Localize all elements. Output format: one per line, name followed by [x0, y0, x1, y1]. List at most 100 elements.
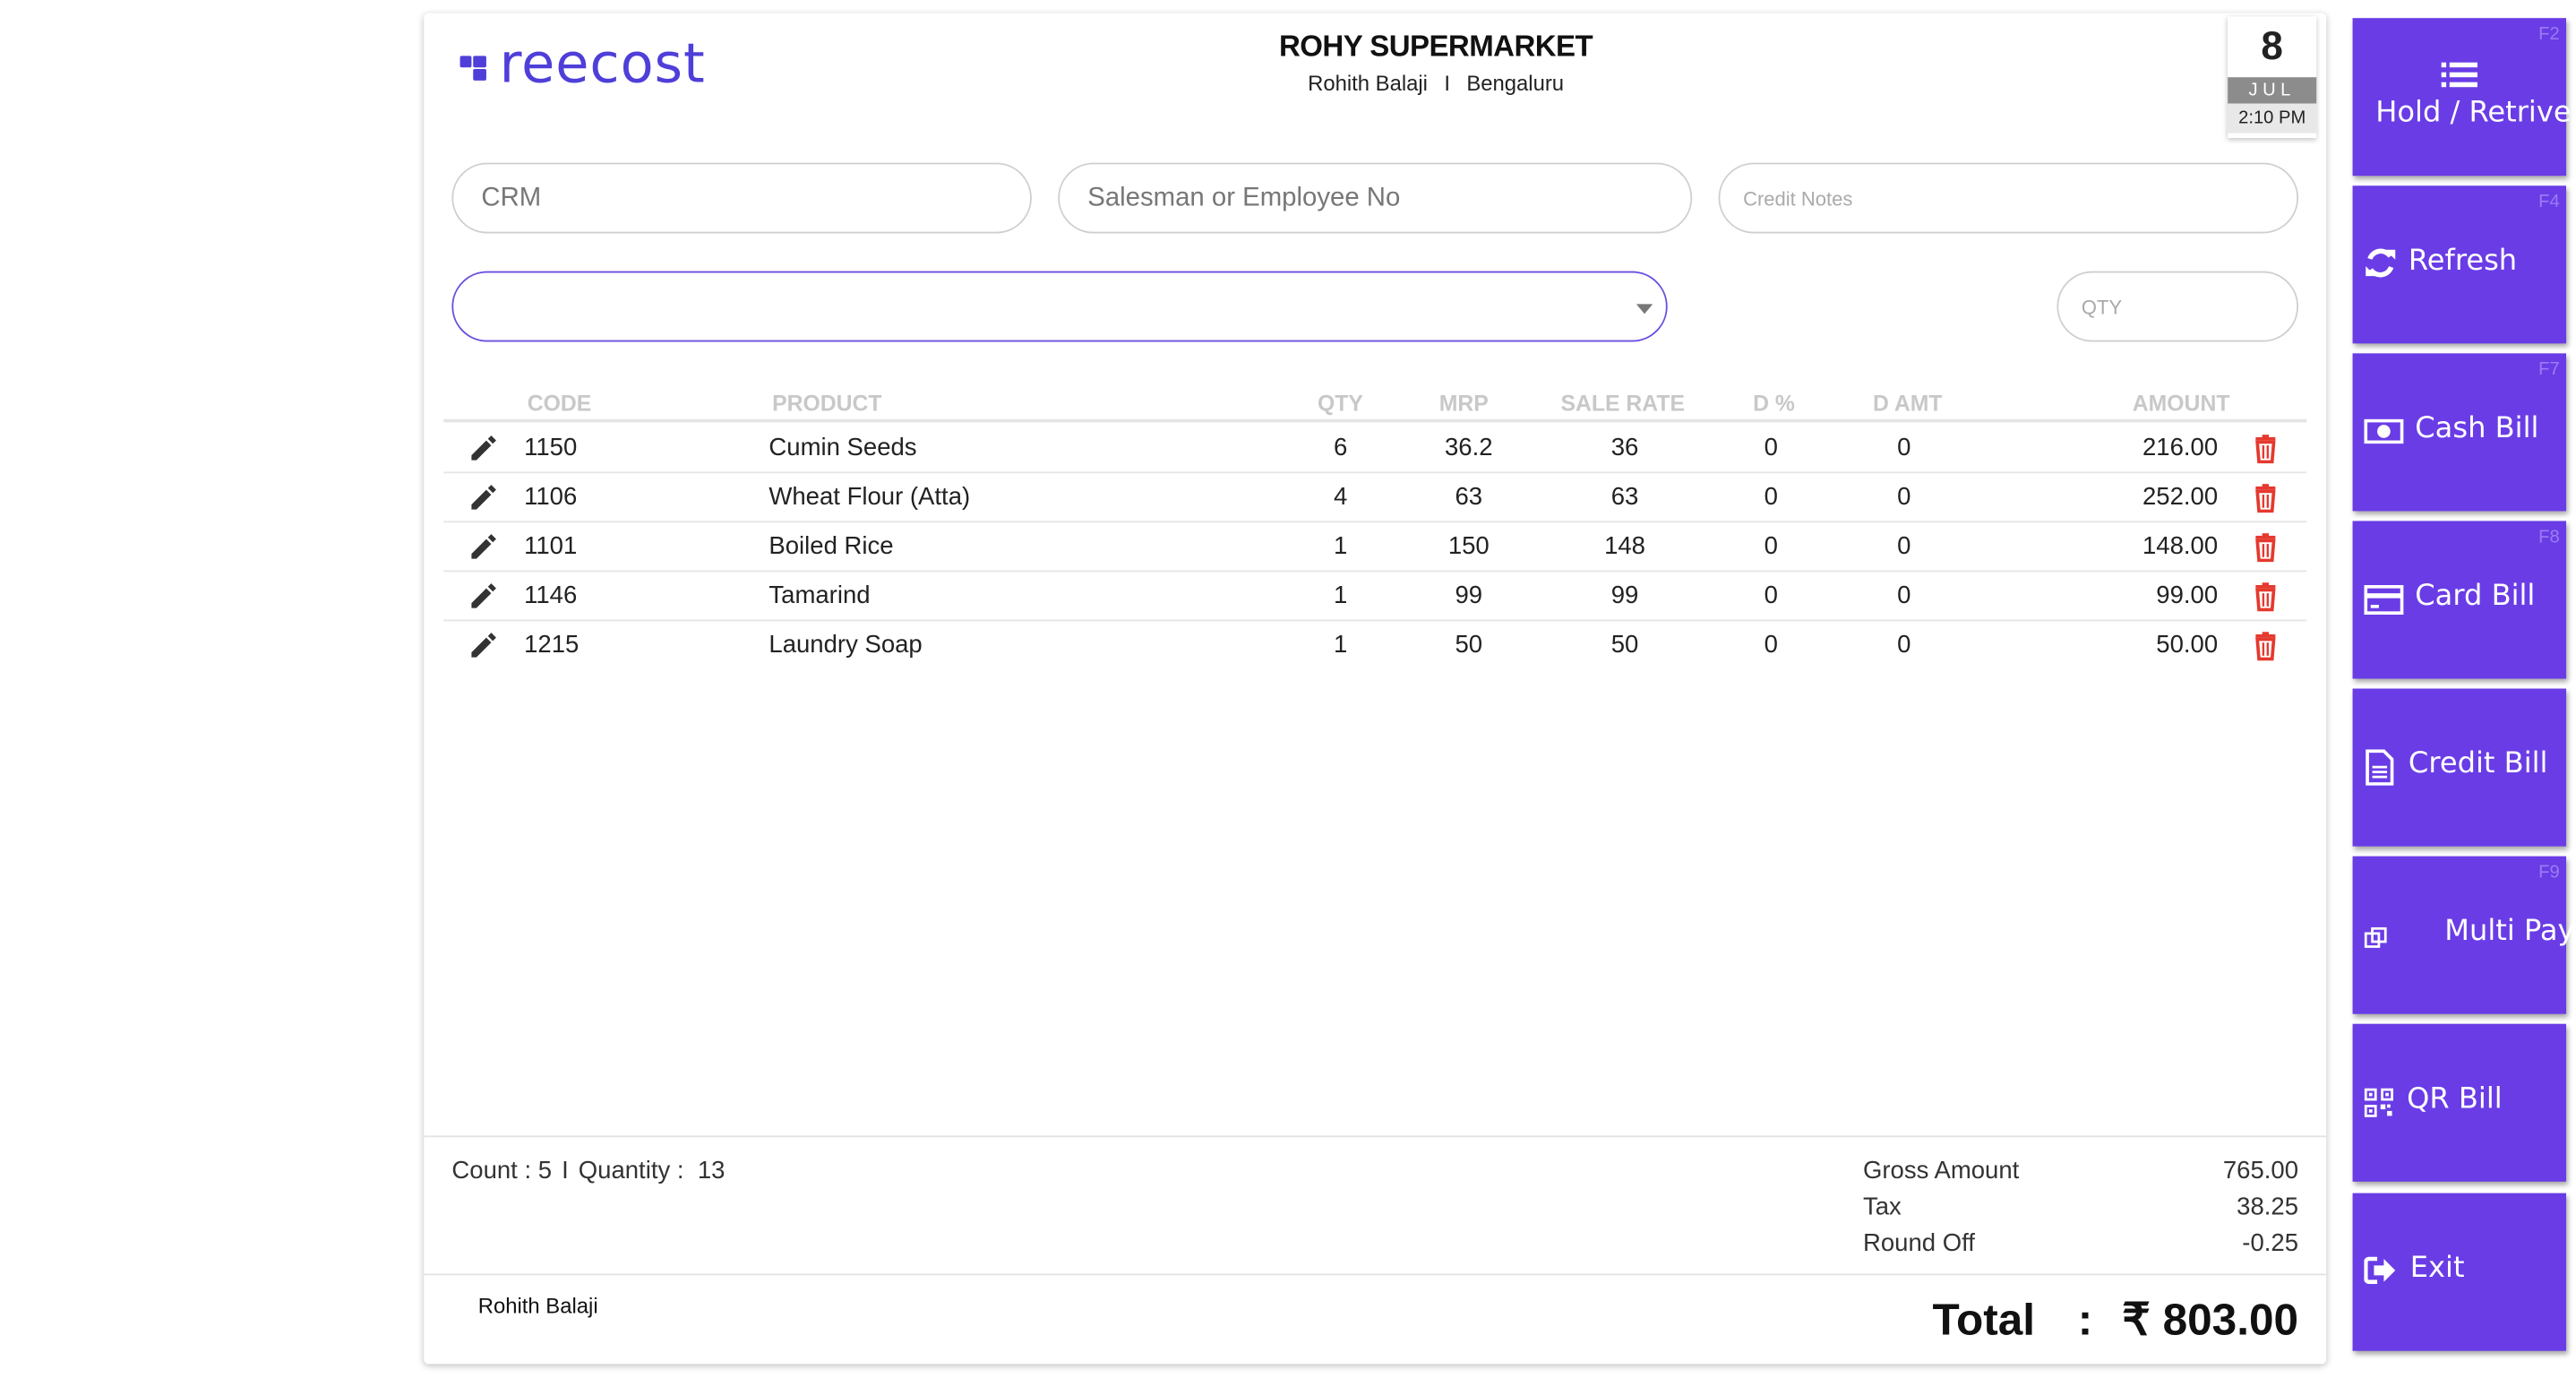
bill-summary: Count : 5 I Quantity : 13 [451, 1157, 725, 1185]
crm-placeholder: CRM [481, 183, 542, 211]
cell-code: 1101 [524, 532, 578, 561]
cell-d-amt: 0 [1897, 532, 1911, 561]
count-label: Count : [451, 1157, 532, 1185]
divider [424, 1273, 2327, 1276]
tax-label: Tax [1862, 1193, 1902, 1221]
fkey-label: F2 [2538, 24, 2560, 45]
tax-row: Tax 38.25 [1863, 1193, 2298, 1229]
quantity-label: Quantity : [578, 1157, 684, 1185]
chevron-down-icon [1636, 304, 1653, 314]
fkey-label: F7 [2538, 359, 2560, 380]
store-subtitle: Rohith Balaji I Bengaluru [424, 71, 2448, 96]
cell-mrp: 150 [1447, 532, 1490, 561]
col-product: PRODUCT [772, 391, 882, 417]
table-header: CODE PRODUCT QTY MRP SALE RATE D % D AMT… [443, 388, 2307, 423]
card-bill-button[interactable]: F8 Card Bill [2352, 521, 2567, 679]
cell-d-amt: 0 [1897, 631, 1911, 659]
col-sale-rate: SALE RATE [1560, 391, 1686, 417]
quantity-value: 13 [697, 1157, 726, 1185]
cell-product: Laundry Soap [769, 631, 923, 659]
cell-d-pct: 0 [1764, 434, 1778, 462]
trash-icon[interactable] [2251, 582, 2280, 612]
pencil-icon[interactable] [468, 532, 498, 562]
cell-sale-rate: 63 [1610, 483, 1639, 512]
gross-amount-label: Gross Amount [1862, 1157, 2020, 1185]
exit-icon [2364, 1256, 2396, 1284]
refresh-button[interactable]: F4 Refresh [2352, 185, 2567, 344]
store-header: ROHY SUPERMARKET Rohith Balaji I Bengaluru [424, 30, 2448, 95]
cell-code: 1146 [524, 582, 578, 610]
tax-value: 38.25 [2237, 1193, 2299, 1221]
trash-icon[interactable] [2251, 532, 2280, 563]
cell-d-pct: 0 [1764, 582, 1778, 610]
reecost-logo: reecost [459, 36, 706, 90]
cell-qty: 6 [1334, 434, 1348, 462]
cell-mrp: 36.2 [1444, 434, 1493, 462]
total-value: ₹ 803.00 [2122, 1295, 2299, 1345]
refresh-label: Refresh [2408, 245, 2518, 278]
cashier-name: Rohith Balaji [477, 1293, 598, 1319]
gross-amount-value: 765.00 [2222, 1157, 2299, 1185]
salesman-input[interactable]: Salesman or Employee No [1058, 162, 1693, 234]
col-d-pct: D % [1753, 391, 1795, 417]
cell-d-pct: 0 [1764, 483, 1778, 512]
credit-bill-button[interactable]: Credit Bill [2352, 688, 2567, 847]
cell-product: Wheat Flour (Atta) [769, 483, 971, 512]
pencil-icon[interactable] [468, 434, 498, 463]
table-row: 1146 Tamarind 1 99 99 0 0 99.00 [443, 572, 2307, 622]
card-icon [2364, 584, 2404, 615]
store-owner: Rohith Balaji [1308, 70, 1429, 96]
cell-qty: 1 [1334, 582, 1348, 610]
multi-pay-button[interactable]: F9 Multi Pay [2352, 856, 2575, 1014]
round-off-row: Round Off -0.25 [1863, 1229, 2298, 1265]
list-icon [2441, 62, 2477, 88]
pencil-icon[interactable] [468, 483, 498, 513]
qty-input[interactable]: QTY [2057, 271, 2299, 342]
cell-qty: 1 [1334, 532, 1348, 561]
cell-d-pct: 0 [1764, 631, 1778, 659]
fkey-label: F9 [2538, 862, 2560, 883]
hold-retrive-label: Hold / Retrive [2375, 97, 2572, 130]
billing-panel: reecost ROHY SUPERMARKET Rohith Balaji I B… [424, 13, 2327, 1365]
exit-button[interactable]: Exit [2352, 1193, 2567, 1351]
hold-retrive-button[interactable]: F2 Hold / Retrive [2352, 18, 2572, 177]
divider [424, 1135, 2327, 1138]
product-select[interactable] [451, 271, 1668, 342]
col-amount: AMOUNT [2132, 391, 2230, 417]
store-name: ROHY SUPERMARKET [1279, 30, 1593, 63]
multi-pay-label: Multi Pay [2444, 915, 2575, 949]
credit-bill-label: Credit Bill [2408, 747, 2548, 781]
date-badge: 8 JUL 2:10 PM [2228, 16, 2317, 139]
table-row: 1101 Boiled Rice 1 150 148 0 0 148.00 [443, 522, 2307, 573]
count-value: 5 [537, 1157, 553, 1185]
table-row: 1215 Laundry Soap 1 50 50 0 0 50.00 [443, 621, 2306, 670]
cell-amount: 216.00 [2142, 434, 2219, 462]
credit-notes-input[interactable]: Credit Notes [1718, 162, 2299, 234]
multi-pay-icon [2364, 926, 2387, 948]
document-icon [2366, 749, 2394, 786]
crm-input[interactable]: CRM [451, 162, 1032, 234]
col-qty: QTY [1318, 391, 1363, 417]
round-off-value: -0.25 [2242, 1228, 2299, 1258]
cell-mrp: 50 [1455, 631, 1483, 659]
qr-bill-button[interactable]: QR Bill [2352, 1023, 2567, 1182]
cell-amount: 99.00 [2156, 582, 2219, 610]
trash-icon[interactable] [2251, 631, 2280, 661]
pencil-icon[interactable] [468, 631, 498, 660]
col-code: CODE [527, 391, 592, 417]
pencil-icon[interactable] [468, 582, 498, 611]
date-day: 8 [2261, 24, 2283, 70]
cell-mrp: 99 [1455, 582, 1483, 610]
cell-amount: 50.00 [2156, 631, 2219, 659]
trash-icon[interactable] [2251, 434, 2280, 464]
store-separator: I [1444, 70, 1450, 96]
store-city: Bengaluru [1466, 70, 1565, 96]
cell-product: Cumin Seeds [769, 434, 917, 462]
cell-qty: 1 [1334, 631, 1348, 659]
trash-icon[interactable] [2251, 483, 2280, 513]
cash-bill-button[interactable]: F7 Cash Bill [2352, 353, 2567, 512]
total-colon: : [2077, 1295, 2093, 1345]
round-off-label: Round Off [1862, 1228, 1975, 1258]
total-label: Total [1932, 1295, 2036, 1345]
totals-panel: Gross Amount 765.00 Tax 38.25 Round Off … [1863, 1157, 2298, 1265]
